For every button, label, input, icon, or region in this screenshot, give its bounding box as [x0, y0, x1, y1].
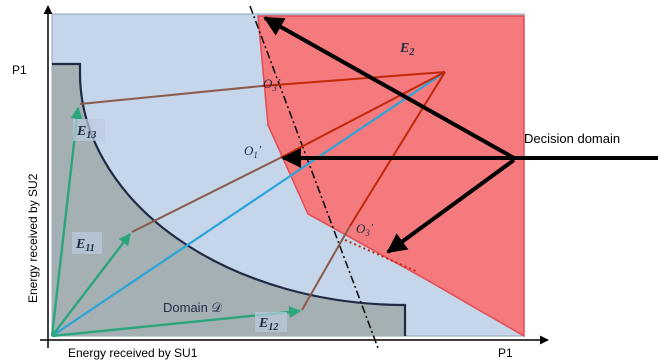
blue-diagonal-line	[51, 71, 446, 337]
dotted-segment	[344, 239, 419, 273]
red-line-bottom	[349, 71, 446, 227]
e12-label: E12	[258, 316, 278, 333]
e2-label: E2	[399, 41, 414, 58]
e12-label-bg	[255, 312, 287, 332]
o3-top-label: O3’	[263, 76, 281, 93]
e13-label: E13	[76, 124, 96, 141]
y-axis-label: Energy received by SU2	[26, 173, 40, 303]
decision-arrow-bottom	[386, 158, 516, 254]
brown-line-e13	[79, 85, 263, 105]
brown-line-e11	[131, 157, 281, 233]
x-axis-label: Energy received by SU1	[68, 346, 198, 360]
e2-region	[257, 15, 525, 338]
e11-label: E11	[75, 237, 95, 254]
red-line-mid	[279, 71, 446, 159]
decision-domain-label: Decision domain	[524, 131, 620, 146]
brown-line-e12	[301, 225, 351, 311]
p1-y-label: P1	[12, 63, 27, 77]
decision-arrow-top	[263, 16, 515, 160]
domain-region	[52, 64, 405, 336]
o1-label: O1’	[244, 143, 262, 160]
e11-label-bg	[72, 232, 102, 254]
p1-x-label: P1	[498, 346, 513, 360]
red-line-top	[261, 71, 446, 87]
green-arrow-e11	[51, 233, 131, 337]
o3-bottom-label: O3’	[356, 221, 374, 238]
green-arrow-e13	[50, 106, 83, 337]
domain-boundary	[52, 62, 407, 336]
decision-threshold-line	[249, 5, 379, 349]
domain-label: Domain 𝒟	[163, 300, 222, 315]
e13-label-bg	[73, 119, 105, 141]
